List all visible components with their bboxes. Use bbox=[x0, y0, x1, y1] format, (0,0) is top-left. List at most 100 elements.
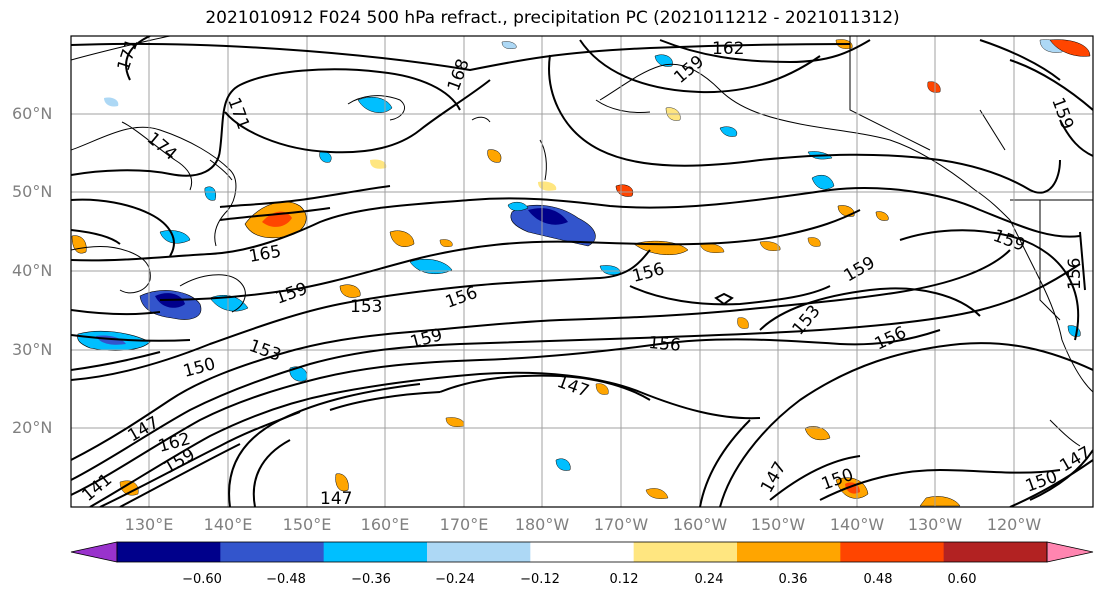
contour-line bbox=[71, 68, 461, 177]
colorbar-tick-label: −0.48 bbox=[266, 572, 306, 587]
contour-line bbox=[159, 209, 861, 301]
contour-label: 153 bbox=[350, 297, 382, 317]
contour-line bbox=[1009, 459, 1093, 507]
contour-line bbox=[1029, 449, 1093, 501]
contour-line bbox=[719, 342, 1093, 507]
contour-label: 156 bbox=[630, 259, 667, 287]
colorbar-tick-label: 0.12 bbox=[609, 572, 639, 587]
contour-label: 156 bbox=[648, 333, 682, 356]
contour-label: 153 bbox=[246, 336, 283, 366]
negative-anomaly-area bbox=[510, 204, 596, 247]
contour-labels: 171 171 174 168 162 159 165 159 153 156 … bbox=[78, 36, 1093, 509]
contour-line bbox=[71, 229, 121, 245]
lon-label: 180°W bbox=[514, 515, 570, 534]
colorbar-cell bbox=[943, 542, 1048, 562]
colorbar bbox=[70, 541, 1094, 563]
map-title: 2021010912 F024 500 hPa refract., precip… bbox=[205, 8, 900, 28]
colorbar-cell bbox=[633, 542, 738, 562]
contour-line bbox=[219, 185, 391, 208]
lat-label: 40°N bbox=[12, 261, 53, 280]
contour-line bbox=[714, 292, 734, 306]
contour-label: 150 bbox=[1023, 467, 1060, 497]
colorbar-tick-label: −0.24 bbox=[435, 572, 475, 587]
contour-line bbox=[71, 351, 161, 371]
lon-label: 150°W bbox=[750, 515, 806, 534]
colorbar-cell bbox=[737, 542, 841, 562]
lon-label: 140°E bbox=[203, 515, 253, 534]
contour-line bbox=[224, 79, 491, 154]
colorbar-cell bbox=[323, 542, 428, 562]
lon-label: 160°W bbox=[672, 515, 728, 534]
contour-label: 159 bbox=[273, 279, 310, 309]
contour-label: 156 bbox=[1065, 258, 1085, 290]
contour-label: 159 bbox=[990, 226, 1027, 256]
contour-line bbox=[439, 374, 651, 401]
precip-anomaly-fills bbox=[71, 39, 1091, 507]
contour-label: 147 bbox=[757, 458, 791, 496]
colorbar-tick-label: 0.60 bbox=[947, 572, 977, 587]
colorbar-high-extension bbox=[1046, 541, 1094, 563]
contour-label: 159 bbox=[670, 52, 708, 88]
colorbar-tick-label: −0.60 bbox=[182, 572, 222, 587]
contour-label: 162 bbox=[712, 39, 744, 59]
lon-label: 130°E bbox=[124, 515, 174, 534]
contour-line bbox=[819, 468, 1061, 501]
contour-label: 174 bbox=[143, 129, 181, 165]
contour-line bbox=[71, 309, 161, 316]
contour-label: 159 bbox=[841, 253, 879, 287]
contour-label: 165 bbox=[247, 242, 282, 267]
colorbar-cell bbox=[117, 542, 221, 562]
colorbar-cell bbox=[530, 542, 635, 562]
contour-label: 141 bbox=[78, 470, 116, 506]
colorbar-tick-label: 0.48 bbox=[863, 572, 893, 587]
contour-line bbox=[71, 249, 651, 381]
contour-label: 147 bbox=[320, 489, 352, 509]
map-frame bbox=[70, 35, 1094, 508]
contour-line bbox=[1079, 231, 1086, 291]
contour-line bbox=[219, 207, 331, 221]
lat-label: 50°N bbox=[12, 182, 53, 201]
contour-line bbox=[125, 36, 151, 81]
contour-line bbox=[119, 443, 241, 507]
contour-label: 159 bbox=[408, 325, 445, 353]
contour-line bbox=[228, 383, 421, 507]
colorbar-cell bbox=[220, 542, 325, 562]
graticule bbox=[71, 36, 1093, 507]
contour-line bbox=[71, 263, 1081, 481]
lon-label: 130°W bbox=[907, 515, 963, 534]
contour-line bbox=[71, 329, 941, 496]
colorbar-outline bbox=[116, 541, 1048, 563]
lon-label: 150°E bbox=[282, 515, 332, 534]
contour-line bbox=[71, 187, 1081, 262]
contour-line bbox=[71, 42, 851, 72]
contour-line bbox=[759, 287, 981, 331]
colorbar-tick-label: 0.36 bbox=[778, 572, 808, 587]
colorbar-low-extension bbox=[70, 541, 118, 563]
lon-label: 140°W bbox=[829, 515, 885, 534]
contour-label: 168 bbox=[444, 56, 474, 93]
contour-line bbox=[579, 39, 821, 94]
lon-label: 170°W bbox=[593, 515, 649, 534]
colorbar-cell bbox=[840, 542, 945, 562]
contour-label: 153 bbox=[789, 301, 825, 339]
lat-label: 20°N bbox=[12, 418, 53, 437]
colorbar-cell bbox=[427, 542, 531, 562]
contour-line bbox=[769, 455, 861, 501]
contour-line bbox=[979, 39, 1061, 81]
contour-label: 171 bbox=[114, 36, 143, 73]
contour-line bbox=[71, 198, 175, 257]
contour-line bbox=[71, 334, 191, 342]
colorbar-tick-label: 0.24 bbox=[694, 572, 724, 587]
contour-line bbox=[1059, 119, 1093, 157]
contour-line bbox=[899, 229, 1080, 341]
lat-label: 30°N bbox=[12, 340, 53, 359]
contour-line bbox=[329, 391, 441, 411]
contour-line bbox=[629, 285, 831, 306]
contour-line bbox=[699, 419, 751, 507]
colorbar-tick-label: −0.36 bbox=[351, 572, 391, 587]
contour-label: 159 bbox=[1047, 95, 1077, 132]
contour-line bbox=[659, 39, 871, 64]
refractivity-contours bbox=[71, 36, 1093, 507]
contour-line bbox=[548, 54, 1061, 194]
